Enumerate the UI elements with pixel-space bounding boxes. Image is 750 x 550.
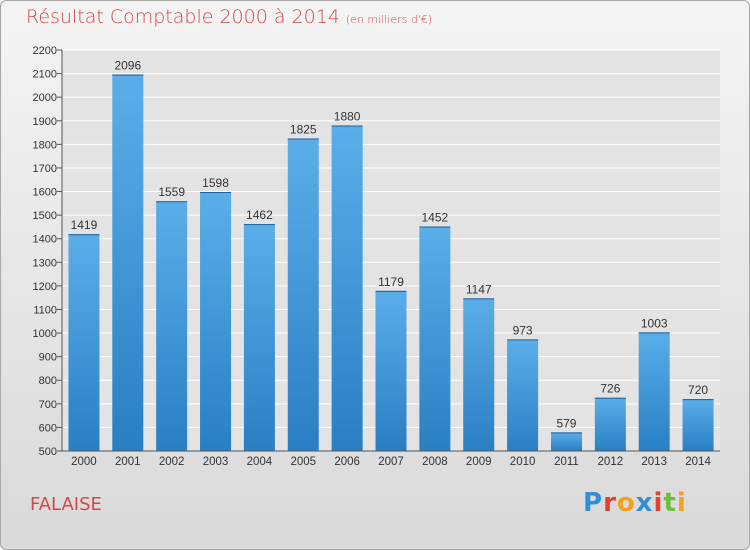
y-tick-label: 800 xyxy=(39,375,57,387)
y-tick-label: 1500 xyxy=(33,210,57,222)
y-tick-label: 2200 xyxy=(33,45,57,57)
x-tick-label: 2009 xyxy=(466,456,492,468)
bar-2006 xyxy=(331,125,363,451)
y-tick-label: 700 xyxy=(39,399,57,411)
x-tick-label: 2005 xyxy=(290,456,316,468)
bar-2005 xyxy=(287,138,319,452)
y-tick-label: 1600 xyxy=(33,187,57,199)
x-tick-label: 2000 xyxy=(71,456,97,468)
y-tick-label: 1700 xyxy=(33,163,57,175)
x-tick-label: 2002 xyxy=(159,456,185,468)
data-label: 1147 xyxy=(466,282,492,296)
bar-2014 xyxy=(682,399,714,451)
data-label: 1003 xyxy=(641,316,668,330)
bar-2002 xyxy=(156,201,188,451)
data-label: 1825 xyxy=(290,122,317,136)
y-tick-label: 2000 xyxy=(33,92,57,104)
y-tick-label: 1200 xyxy=(33,281,57,293)
bar-2003 xyxy=(200,192,232,452)
data-label: 1179 xyxy=(378,275,404,289)
bar-2013 xyxy=(638,332,670,451)
bar-2012 xyxy=(594,397,626,451)
x-tick-label: 2013 xyxy=(641,456,667,468)
bar-2009 xyxy=(463,298,495,451)
location-label: FALAISE xyxy=(30,494,102,515)
x-tick-label: 2004 xyxy=(247,456,273,468)
x-tick-label: 2014 xyxy=(685,456,711,468)
x-tick-label: 2010 xyxy=(510,456,536,468)
chart-title: Résultat Comptable 2000 à 2014 (en millie… xyxy=(26,6,432,28)
x-tick-label: 2011 xyxy=(554,456,579,468)
y-tick-label: 600 xyxy=(39,422,57,434)
bar-2010 xyxy=(507,339,539,451)
data-label: 1559 xyxy=(158,185,185,199)
proxiti-logo: Proxiti xyxy=(583,488,687,518)
x-tick-label: 2008 xyxy=(422,456,448,468)
data-label: 579 xyxy=(556,416,576,430)
data-label: 973 xyxy=(513,323,533,337)
bar-2011 xyxy=(550,432,582,451)
bar-2000 xyxy=(68,234,100,451)
y-tick-label: 1900 xyxy=(33,116,57,128)
chart-subtitle: (en milliers d'€) xyxy=(345,13,433,26)
y-tick-label: 900 xyxy=(39,352,57,364)
x-tick-label: 2006 xyxy=(334,456,360,468)
x-tick-label: 2001 xyxy=(115,456,141,468)
data-label: 1598 xyxy=(202,176,229,190)
data-label: 1419 xyxy=(71,218,98,232)
data-label: 720 xyxy=(688,383,708,397)
y-tick-label: 1400 xyxy=(33,234,57,246)
data-label: 1452 xyxy=(422,210,449,224)
y-tick-label: 500 xyxy=(39,446,57,458)
y-tick-label: 2100 xyxy=(33,69,57,81)
x-tick-label: 2003 xyxy=(203,456,229,468)
chart-title-text: Résultat Comptable 2000 à 2014 xyxy=(26,6,340,28)
data-label: 2096 xyxy=(114,59,141,73)
y-tick-label: 1800 xyxy=(33,139,57,151)
y-tick-label: 1000 xyxy=(33,328,57,340)
y-tick-label: 1100 xyxy=(33,304,57,316)
data-label: 1462 xyxy=(246,208,273,222)
x-tick-label: 2007 xyxy=(378,456,404,468)
bar-2008 xyxy=(419,226,451,451)
data-label: 726 xyxy=(600,382,620,396)
bar-2007 xyxy=(375,290,407,451)
y-tick-label: 1300 xyxy=(33,257,57,269)
bar-2004 xyxy=(243,224,275,451)
bar-2001 xyxy=(112,74,144,451)
data-label: 1880 xyxy=(334,109,361,123)
x-tick-label: 2012 xyxy=(598,456,624,468)
